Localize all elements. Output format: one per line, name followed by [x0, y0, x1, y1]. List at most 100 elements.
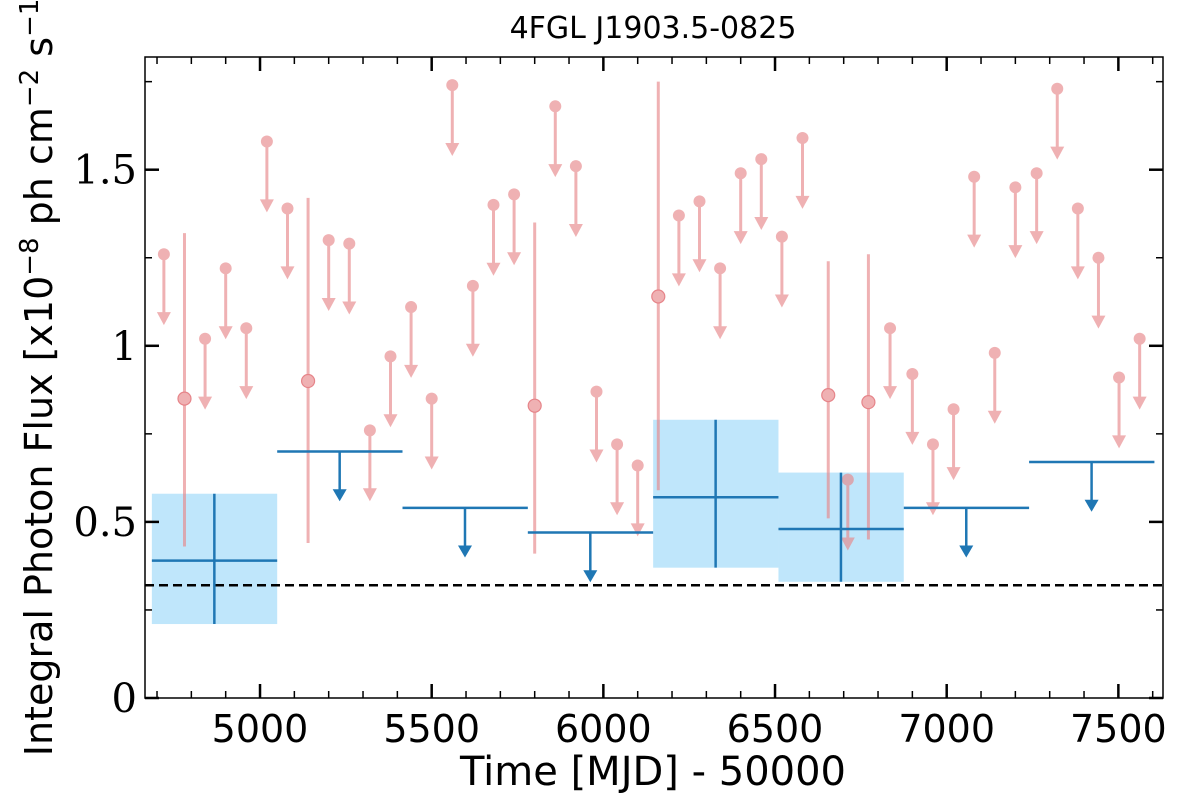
- short-bin-marker-16: [487, 198, 500, 211]
- short-bin-marker-4: [240, 322, 253, 335]
- short-bin-marker-41: [1009, 181, 1022, 194]
- short-bin-point-31: [795, 132, 810, 209]
- chart-title: 4FGL J1903.5-0825: [510, 11, 797, 46]
- long-bin-arrow-head-7: [1084, 499, 1099, 512]
- short-bin-marker-15: [466, 279, 479, 292]
- tick-labels: 5000 5500 6000 6500 7000 7500 0 0.5 1 1.5: [73, 148, 1166, 751]
- short-bin-marker-6: [281, 202, 294, 215]
- x-tick-label-3: 6500: [727, 707, 824, 751]
- long-bin-point-3: [527, 531, 654, 583]
- short-bin-arrow-head-19: [548, 164, 563, 178]
- short-bin-arrow-head-43: [1050, 146, 1065, 160]
- short-bin-point-1: [177, 233, 192, 547]
- short-bin-marker-25: [672, 209, 685, 222]
- y-tick-label-0: 0: [112, 676, 137, 722]
- short-bin-point-36: [905, 367, 920, 445]
- short-bin-arrow-head-29: [754, 217, 769, 231]
- short-bin-arrow-head-11: [383, 414, 398, 428]
- short-bin-marker-40: [988, 346, 1001, 359]
- short-bin-marker-27: [714, 262, 727, 275]
- short-bin-marker-26: [693, 195, 706, 208]
- long-bin-arrow-head-1: [332, 489, 347, 502]
- short-bin-point-28: [733, 167, 748, 245]
- short-bin-marker-19: [549, 100, 562, 113]
- short-bin-marker-31: [796, 132, 809, 145]
- short-bin-marker-3: [219, 262, 232, 275]
- short-bin-point-10: [362, 424, 377, 502]
- x-tick-label-5: 7500: [1070, 707, 1167, 751]
- short-bin-marker-14: [446, 79, 459, 92]
- short-bin-point-14: [445, 79, 460, 157]
- short-bin-point-27: [713, 262, 728, 340]
- short-bin-arrow-head-25: [671, 273, 686, 287]
- short-bin-point-46: [1112, 371, 1127, 449]
- short-bin-point-16: [486, 198, 501, 276]
- y-axis-label-exp8: −8: [15, 237, 45, 275]
- short-bin-point-43: [1050, 82, 1065, 160]
- short-bin-marker-21: [590, 385, 603, 398]
- short-bin-point-12: [404, 301, 419, 378]
- short-bin-point-42: [1029, 167, 1044, 245]
- short-bin-arrow-head-23: [630, 523, 645, 537]
- short-bin-marker-28: [734, 167, 747, 180]
- short-bin-point-17: [507, 188, 522, 266]
- short-bin-marker-38: [947, 403, 960, 416]
- short-bin-point-41: [1008, 181, 1023, 259]
- short-bin-point-32: [821, 261, 836, 519]
- short-bin-marker-39: [968, 170, 981, 183]
- short-bin-marker-7: [300, 373, 316, 389]
- short-bin-point-2: [198, 332, 213, 410]
- short-bin-arrow-head-17: [507, 252, 522, 266]
- short-bin-arrow-head-44: [1070, 266, 1085, 280]
- short-bin-point-3: [218, 262, 233, 340]
- short-bin-arrow-head-21: [589, 449, 604, 463]
- short-bin-marker-45: [1092, 251, 1105, 264]
- short-bin-marker-30: [775, 230, 788, 243]
- short-bin-arrow-head-45: [1091, 315, 1106, 329]
- short-bin-point-34: [861, 254, 876, 540]
- short-bin-point-45: [1091, 251, 1106, 329]
- short-bin-arrow-head-35: [883, 386, 898, 400]
- y-axis-label-exp1: −1: [15, 0, 45, 37]
- short-bin-arrow-head-15: [465, 343, 480, 357]
- short-bin-marker-17: [508, 188, 521, 201]
- short-bin-point-4: [239, 322, 254, 400]
- long-bin-point-2: [402, 506, 528, 558]
- short-bin-marker-9: [343, 237, 356, 250]
- short-bin-series: [156, 79, 1147, 554]
- long-bin-arrow-head-2: [457, 545, 472, 558]
- short-bin-marker-47: [1133, 332, 1146, 345]
- long-bin-arrow-head-3: [583, 570, 598, 583]
- y-axis-label-mid2: s: [17, 37, 61, 69]
- short-bin-arrow-head-2: [198, 396, 213, 410]
- short-bin-point-30: [774, 230, 789, 308]
- short-bin-arrow-head-6: [280, 266, 295, 280]
- long-bin-point-0: [151, 493, 278, 625]
- plot-frame: [144, 56, 1164, 699]
- short-bin-marker-24: [651, 289, 666, 304]
- short-bin-arrow-head-20: [568, 224, 583, 238]
- x-tick-label-2: 6000: [555, 707, 652, 751]
- short-bin-point-44: [1070, 202, 1085, 280]
- short-bin-marker-2: [199, 332, 212, 345]
- short-bin-point-38: [946, 403, 961, 481]
- short-bin-arrow-head-38: [946, 467, 961, 481]
- short-bin-arrow-head-39: [967, 234, 982, 248]
- short-bin-arrow-head-28: [733, 231, 748, 245]
- y-axis-label-main: Integral Photon Flux [x10: [17, 276, 61, 757]
- x-axis-label: Time [MJD] - 50000: [459, 749, 846, 795]
- short-bin-point-25: [671, 209, 686, 287]
- short-bin-marker-46: [1113, 371, 1126, 384]
- short-bin-arrow-head-26: [692, 259, 707, 273]
- x-tick-label-0: 5000: [212, 707, 309, 751]
- short-bin-arrow-head-13: [424, 456, 439, 470]
- short-bin-point-13: [424, 392, 439, 470]
- short-bin-marker-29: [755, 153, 768, 166]
- short-bin-arrow-head-9: [342, 301, 357, 315]
- short-bin-arrow-head-8: [321, 298, 336, 312]
- short-bin-marker-22: [611, 438, 624, 451]
- short-bin-point-6: [280, 202, 295, 280]
- short-bin-arrow-head-36: [905, 431, 920, 445]
- x-tick-label-1: 5500: [383, 707, 480, 751]
- short-bin-point-19: [548, 100, 563, 178]
